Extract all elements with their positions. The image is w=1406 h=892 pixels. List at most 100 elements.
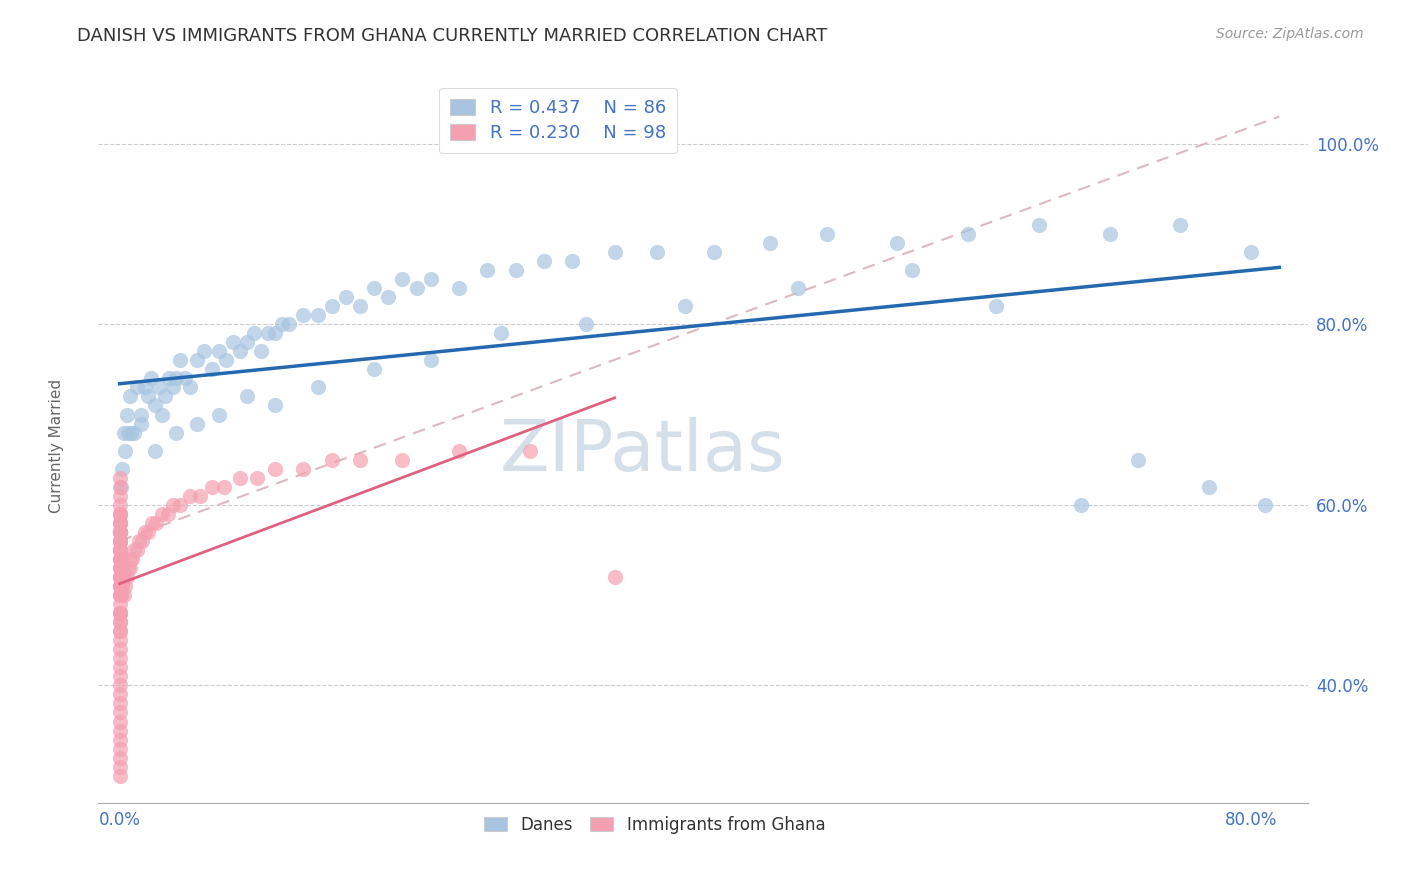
Point <box>108 533 131 548</box>
Point <box>575 317 598 331</box>
Point <box>419 353 441 368</box>
Point <box>108 533 131 548</box>
Point <box>215 353 238 368</box>
Point <box>321 452 343 467</box>
Point <box>110 552 132 566</box>
Point <box>108 516 131 530</box>
Point <box>377 290 399 304</box>
Point <box>491 326 513 341</box>
Point <box>108 543 131 558</box>
Point <box>108 624 131 639</box>
Point <box>957 227 980 241</box>
Point <box>108 570 131 584</box>
Point <box>986 299 1008 313</box>
Point <box>278 317 301 331</box>
Point <box>477 263 499 277</box>
Point <box>108 516 131 530</box>
Point <box>193 344 215 359</box>
Point <box>236 389 259 403</box>
Point <box>108 723 131 738</box>
Point <box>264 326 287 341</box>
Point <box>1254 498 1277 512</box>
Point <box>108 579 131 593</box>
Point <box>363 281 385 295</box>
Point <box>165 425 187 440</box>
Point <box>1168 218 1191 232</box>
Point <box>111 579 134 593</box>
Point <box>150 408 173 422</box>
Point <box>136 389 159 403</box>
Point <box>108 552 131 566</box>
Point <box>115 570 138 584</box>
Point <box>1198 480 1220 494</box>
Point <box>153 389 176 403</box>
Point <box>108 651 131 665</box>
Point <box>112 425 135 440</box>
Point <box>114 443 136 458</box>
Point <box>108 579 131 593</box>
Point <box>129 417 152 431</box>
Point <box>131 533 153 548</box>
Point <box>321 299 343 313</box>
Point <box>759 235 782 250</box>
Point <box>108 688 131 702</box>
Point <box>108 760 131 774</box>
Point <box>108 678 131 692</box>
Point <box>603 570 626 584</box>
Point <box>108 507 131 521</box>
Point <box>108 597 131 611</box>
Point <box>145 516 167 530</box>
Point <box>134 380 156 394</box>
Point <box>519 443 541 458</box>
Point <box>561 254 583 268</box>
Point <box>603 244 626 259</box>
Point <box>533 254 555 268</box>
Point <box>200 362 222 376</box>
Point <box>118 561 141 575</box>
Point <box>108 606 131 620</box>
Point <box>108 588 131 602</box>
Point <box>108 588 131 602</box>
Point <box>108 524 131 539</box>
Point <box>125 380 148 394</box>
Point <box>349 452 371 467</box>
Point <box>229 471 252 485</box>
Point <box>645 244 668 259</box>
Point <box>110 570 132 584</box>
Point <box>122 425 145 440</box>
Point <box>108 732 131 747</box>
Point <box>243 326 266 341</box>
Point <box>335 290 357 304</box>
Point <box>173 371 195 385</box>
Point <box>169 353 191 368</box>
Point <box>900 263 922 277</box>
Point <box>108 489 131 503</box>
Point <box>157 371 180 385</box>
Point <box>250 344 273 359</box>
Point <box>447 281 470 295</box>
Point <box>264 399 287 413</box>
Point <box>108 561 131 575</box>
Point <box>419 272 441 286</box>
Point <box>1098 227 1121 241</box>
Point <box>108 524 131 539</box>
Point <box>1126 452 1149 467</box>
Point <box>108 741 131 756</box>
Point <box>108 561 131 575</box>
Point <box>292 461 315 475</box>
Point <box>118 389 141 403</box>
Point <box>108 706 131 720</box>
Point <box>108 615 131 630</box>
Point <box>117 425 139 440</box>
Point <box>391 272 413 286</box>
Point <box>391 452 413 467</box>
Point <box>108 697 131 711</box>
Point <box>222 335 245 350</box>
Point <box>141 516 163 530</box>
Point <box>108 714 131 729</box>
Point <box>129 408 152 422</box>
Point <box>207 344 229 359</box>
Point <box>111 461 134 475</box>
Point <box>115 408 138 422</box>
Point <box>108 561 131 575</box>
